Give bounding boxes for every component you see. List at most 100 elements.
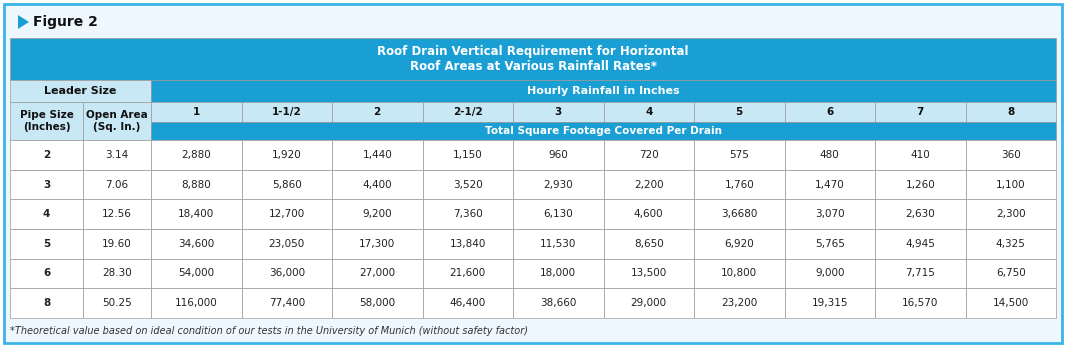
Bar xyxy=(242,199,332,229)
Text: 2,300: 2,300 xyxy=(996,209,1025,219)
Text: 5,765: 5,765 xyxy=(814,239,844,249)
Text: 16,570: 16,570 xyxy=(902,298,938,308)
Text: 480: 480 xyxy=(820,150,840,160)
Text: 1,260: 1,260 xyxy=(905,179,935,189)
Text: 3: 3 xyxy=(554,107,562,117)
Bar xyxy=(332,140,422,170)
Bar xyxy=(422,288,513,318)
Bar xyxy=(422,259,513,288)
Text: 3,520: 3,520 xyxy=(453,179,483,189)
Text: 14,500: 14,500 xyxy=(992,298,1029,308)
Text: 720: 720 xyxy=(639,150,659,160)
Bar xyxy=(785,288,875,318)
Text: 21,600: 21,600 xyxy=(450,269,486,279)
Text: 5: 5 xyxy=(43,239,50,249)
Bar xyxy=(422,199,513,229)
Text: 7,360: 7,360 xyxy=(453,209,483,219)
Bar xyxy=(151,170,242,199)
Bar xyxy=(242,288,332,318)
Text: 116,000: 116,000 xyxy=(175,298,217,308)
Bar xyxy=(785,259,875,288)
Text: 28.30: 28.30 xyxy=(102,269,132,279)
Bar xyxy=(513,140,603,170)
Text: 17,300: 17,300 xyxy=(359,239,395,249)
Bar xyxy=(151,122,1056,140)
Bar xyxy=(83,199,151,229)
Bar xyxy=(513,102,603,122)
Text: 2: 2 xyxy=(373,107,381,117)
Bar xyxy=(966,229,1056,259)
Text: 46,400: 46,400 xyxy=(450,298,486,308)
Bar xyxy=(694,102,785,122)
Polygon shape xyxy=(18,15,29,29)
Text: 4,945: 4,945 xyxy=(905,239,935,249)
Text: 2,880: 2,880 xyxy=(181,150,211,160)
Text: 5: 5 xyxy=(736,107,743,117)
Bar xyxy=(875,229,966,259)
Text: Hourly Rainfall in Inches: Hourly Rainfall in Inches xyxy=(528,86,680,96)
Bar xyxy=(513,229,603,259)
Bar xyxy=(422,102,513,122)
Bar xyxy=(242,229,332,259)
Text: 4,325: 4,325 xyxy=(996,239,1025,249)
Text: 11,530: 11,530 xyxy=(540,239,577,249)
Bar xyxy=(10,259,83,288)
Text: 960: 960 xyxy=(548,150,568,160)
Text: 3,070: 3,070 xyxy=(814,209,844,219)
Text: 18,000: 18,000 xyxy=(540,269,577,279)
Bar xyxy=(332,259,422,288)
Bar xyxy=(10,140,83,170)
Bar xyxy=(603,102,694,122)
Text: 1,470: 1,470 xyxy=(814,179,844,189)
Bar xyxy=(242,170,332,199)
Bar xyxy=(83,170,151,199)
Text: 18,400: 18,400 xyxy=(178,209,214,219)
Bar xyxy=(966,288,1056,318)
Text: 77,400: 77,400 xyxy=(269,298,305,308)
Bar xyxy=(242,140,332,170)
Text: 1,440: 1,440 xyxy=(362,150,392,160)
Text: 8: 8 xyxy=(43,298,50,308)
Bar xyxy=(422,170,513,199)
Text: 2,630: 2,630 xyxy=(905,209,935,219)
Text: 4: 4 xyxy=(645,107,652,117)
Bar xyxy=(10,229,83,259)
Text: 4,600: 4,600 xyxy=(634,209,663,219)
Text: 1,760: 1,760 xyxy=(725,179,754,189)
Text: 7: 7 xyxy=(917,107,924,117)
Bar xyxy=(242,102,332,122)
Text: *Theoretical value based on ideal condition of our tests in the University of Mu: *Theoretical value based on ideal condit… xyxy=(10,326,528,336)
Text: 2,200: 2,200 xyxy=(634,179,663,189)
Text: 10,800: 10,800 xyxy=(722,269,757,279)
Bar xyxy=(966,140,1056,170)
Text: 27,000: 27,000 xyxy=(359,269,395,279)
Text: 4,400: 4,400 xyxy=(362,179,392,189)
Bar xyxy=(785,229,875,259)
Bar xyxy=(966,170,1056,199)
Bar xyxy=(785,199,875,229)
Bar xyxy=(875,170,966,199)
Bar xyxy=(332,170,422,199)
Text: Figure 2: Figure 2 xyxy=(33,15,98,29)
Text: 38,660: 38,660 xyxy=(540,298,577,308)
Text: 58,000: 58,000 xyxy=(359,298,395,308)
Bar xyxy=(10,38,1056,80)
Bar xyxy=(151,229,242,259)
Text: 23,050: 23,050 xyxy=(269,239,305,249)
Text: 23,200: 23,200 xyxy=(721,298,757,308)
Bar xyxy=(966,199,1056,229)
Bar xyxy=(785,102,875,122)
Text: 7,715: 7,715 xyxy=(905,269,935,279)
Bar xyxy=(694,140,785,170)
Bar xyxy=(875,288,966,318)
Text: 8: 8 xyxy=(1007,107,1015,117)
Text: 410: 410 xyxy=(910,150,931,160)
Text: 7.06: 7.06 xyxy=(106,179,129,189)
Bar xyxy=(513,288,603,318)
Text: 1: 1 xyxy=(193,107,200,117)
Bar xyxy=(151,288,242,318)
Text: Leader Size: Leader Size xyxy=(45,86,116,96)
Text: 9,000: 9,000 xyxy=(815,269,844,279)
Bar xyxy=(332,199,422,229)
Bar xyxy=(603,170,694,199)
